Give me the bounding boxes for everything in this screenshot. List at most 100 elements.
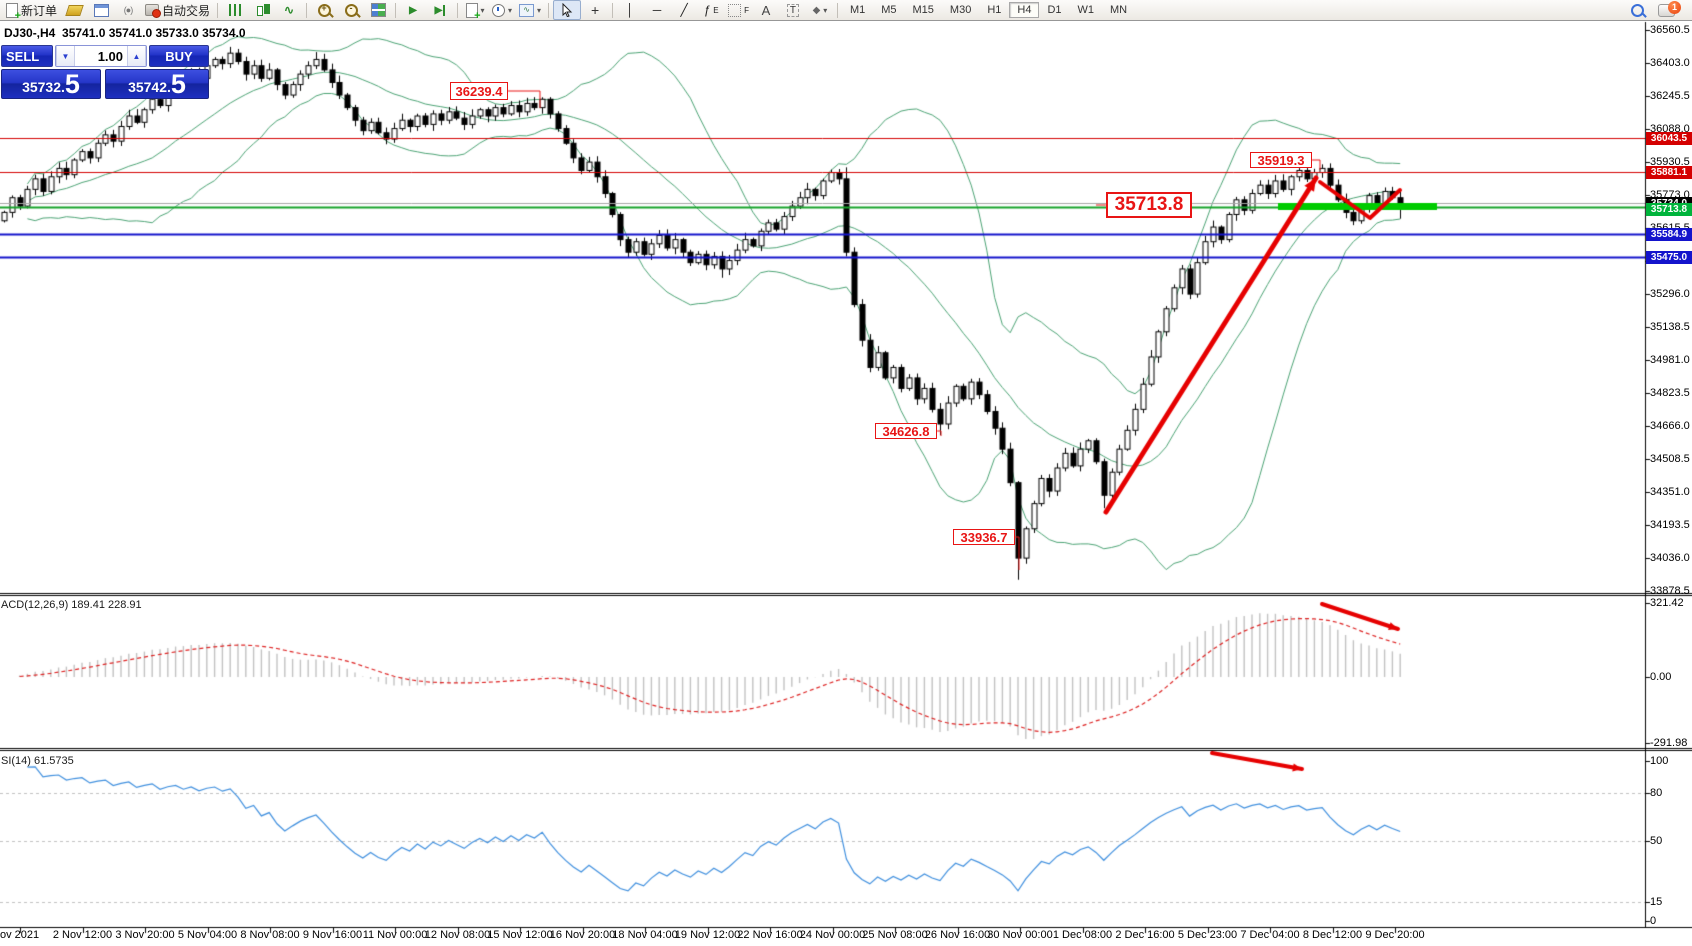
new-order-icon (6, 2, 21, 22)
rsi-axis-label-1: 80 (1650, 787, 1663, 799)
periods-button[interactable]: ▾ (489, 1, 515, 19)
time-axis-label-8: 15 Nov 12:00 (487, 929, 553, 941)
zoom-in-button[interactable]: + (311, 1, 337, 19)
price-annotation-4[interactable]: 33936.7 (953, 529, 1015, 545)
timeframe-0[interactable]: M1 (849, 4, 866, 16)
price-axis-label-4: 35930.5 (1650, 156, 1690, 168)
cursor-tool-button[interactable] (553, 0, 582, 20)
caret-down-icon: ▾ (823, 5, 828, 15)
macd-axis-label-2: -291.98 (1650, 737, 1688, 749)
vertical-line-tool[interactable]: │ (617, 1, 643, 19)
toolbar-separator (395, 2, 397, 18)
text-icon: A (761, 2, 771, 18)
price-axis-label-0: 36560.5 (1650, 24, 1690, 36)
price-axis-label-16: 34036.0 (1650, 552, 1690, 564)
stepper-up-icon: ▲ (132, 51, 141, 61)
price-axis-label-9: 35138.5 (1650, 321, 1690, 333)
price-axis-label-10: 34981.0 (1650, 354, 1690, 366)
price-annotation-2[interactable]: 35713.8 (1106, 192, 1192, 218)
time-axis-label-0: ov 2021 (0, 929, 40, 941)
macd-axis-label-1: 0.00 (1650, 671, 1672, 683)
toolbar-right-group: 1 (1631, 0, 1689, 17)
timeframe-5[interactable]: H4 (1009, 2, 1040, 18)
chart-window-button[interactable] (88, 1, 114, 19)
price-annotation-1[interactable]: 35919.3 (1250, 152, 1312, 168)
tile-windows-button[interactable] (365, 1, 391, 19)
indicators-button[interactable]: ▾ (462, 1, 488, 22)
timeframe-1[interactable]: M5 (881, 4, 897, 16)
trendline-tool[interactable]: ╱ (671, 1, 697, 19)
price-axis-label-14: 34351.0 (1650, 486, 1690, 498)
buy-price: 35742 (128, 79, 167, 95)
time-axis-label-7: 12 Nov 08:00 (424, 929, 491, 941)
signal-button[interactable]: (●) (115, 1, 141, 19)
timeframe-4[interactable]: H1 (987, 4, 1002, 16)
sell-price-dot: . (61, 79, 65, 95)
timeframe-7[interactable]: W1 (1077, 4, 1095, 16)
chart-shift-button[interactable]: ▶ (427, 1, 453, 19)
zoom-out-button[interactable]: - (338, 1, 364, 19)
rsi-axis-label-2: 50 (1650, 835, 1663, 847)
crosshair-icon: + (590, 2, 600, 18)
timeframe-8[interactable]: MN (1110, 4, 1128, 16)
time-axis-label-9: 16 Nov 20:00 (549, 929, 616, 941)
sell-price-pip: 5 (64, 69, 80, 99)
grid-tool[interactable]: F (725, 1, 752, 19)
volume-decrease-button[interactable]: ▼ (56, 46, 75, 66)
crayon-button[interactable] (61, 1, 87, 19)
horizontal-line-tool[interactable]: ─ (644, 1, 670, 19)
time-axis-label-15: 26 Nov 16:00 (924, 929, 991, 941)
auto-scroll-button[interactable]: ▶ (400, 1, 426, 19)
toolbar-separator (306, 2, 308, 18)
templates-button[interactable]: ∿ ▾ (516, 1, 544, 19)
price-axis-label-1: 36403.0 (1650, 57, 1690, 69)
bar-chart-button[interactable] (222, 1, 248, 19)
crayon-icon (64, 4, 84, 16)
price-annotation-0[interactable]: 36239.4 (450, 82, 508, 100)
crosshair-tool-button[interactable]: + (582, 1, 608, 19)
time-axis-label-19: 5 Dec 23:00 (1177, 929, 1238, 941)
timeframe-2[interactable]: M15 (912, 4, 934, 16)
time-axis-label-13: 24 Nov 00:00 (799, 929, 866, 941)
notifications-icon[interactable]: 1 (1658, 0, 1681, 17)
sell-button[interactable]: SELL (1, 45, 53, 67)
rsi-indicator-label: SI(14) 61.5735 (1, 755, 74, 767)
timeframe-3[interactable]: M30 (949, 4, 972, 16)
auto-trading-label: 自动交易 (162, 3, 211, 18)
indicators-icon (465, 2, 481, 22)
price-axis-label-11: 34823.5 (1650, 387, 1690, 399)
price-level-badge-3: 35713.8 (1646, 203, 1692, 216)
toolbar-separator (612, 2, 614, 18)
auto-trading-button[interactable]: 自动交易 (142, 1, 213, 19)
volume-input[interactable]: 1.00 (97, 48, 123, 64)
shapes-icon: ◆ (812, 4, 821, 16)
rsi-axis-label-4: 0 (1650, 915, 1657, 927)
horizontal-line-icon: ─ (652, 3, 662, 17)
timeframe-6[interactable]: D1 (1047, 4, 1062, 16)
signal-icon: (●) (123, 5, 133, 15)
search-icon[interactable] (1631, 3, 1644, 17)
new-order-button[interactable]: 新订单 (3, 1, 60, 22)
buy-price-box[interactable]: 35742. 5 (105, 69, 209, 99)
shapes-tool[interactable]: ◆ ▾ (807, 1, 833, 19)
buy-button[interactable]: BUY (149, 45, 209, 67)
text-tool[interactable]: A (753, 1, 779, 19)
time-axis-label-1: 2 Nov 12:00 (52, 929, 113, 941)
time-axis-label-14: 25 Nov 08:00 (862, 929, 928, 941)
chart-shift-icon: ▶ (435, 4, 446, 16)
price-axis-label-8: 35296.0 (1650, 288, 1690, 300)
line-chart-button[interactable]: ∿ (276, 1, 302, 19)
cursor-icon (562, 3, 573, 17)
time-axis-label-20: 7 Dec 04:00 (1240, 929, 1300, 941)
price-annotation-3[interactable]: 34626.8 (875, 423, 937, 439)
clock-icon (492, 3, 506, 17)
candlestick-button[interactable] (249, 1, 275, 19)
fibo-sub: E (713, 5, 719, 15)
sell-price-box[interactable]: 35732. 5 (1, 69, 101, 99)
caret-down-icon: ▾ (537, 5, 542, 15)
volume-increase-button[interactable]: ▲ (127, 46, 146, 66)
text-label-tool[interactable]: T (780, 1, 806, 19)
sell-price: 35732 (22, 79, 61, 95)
